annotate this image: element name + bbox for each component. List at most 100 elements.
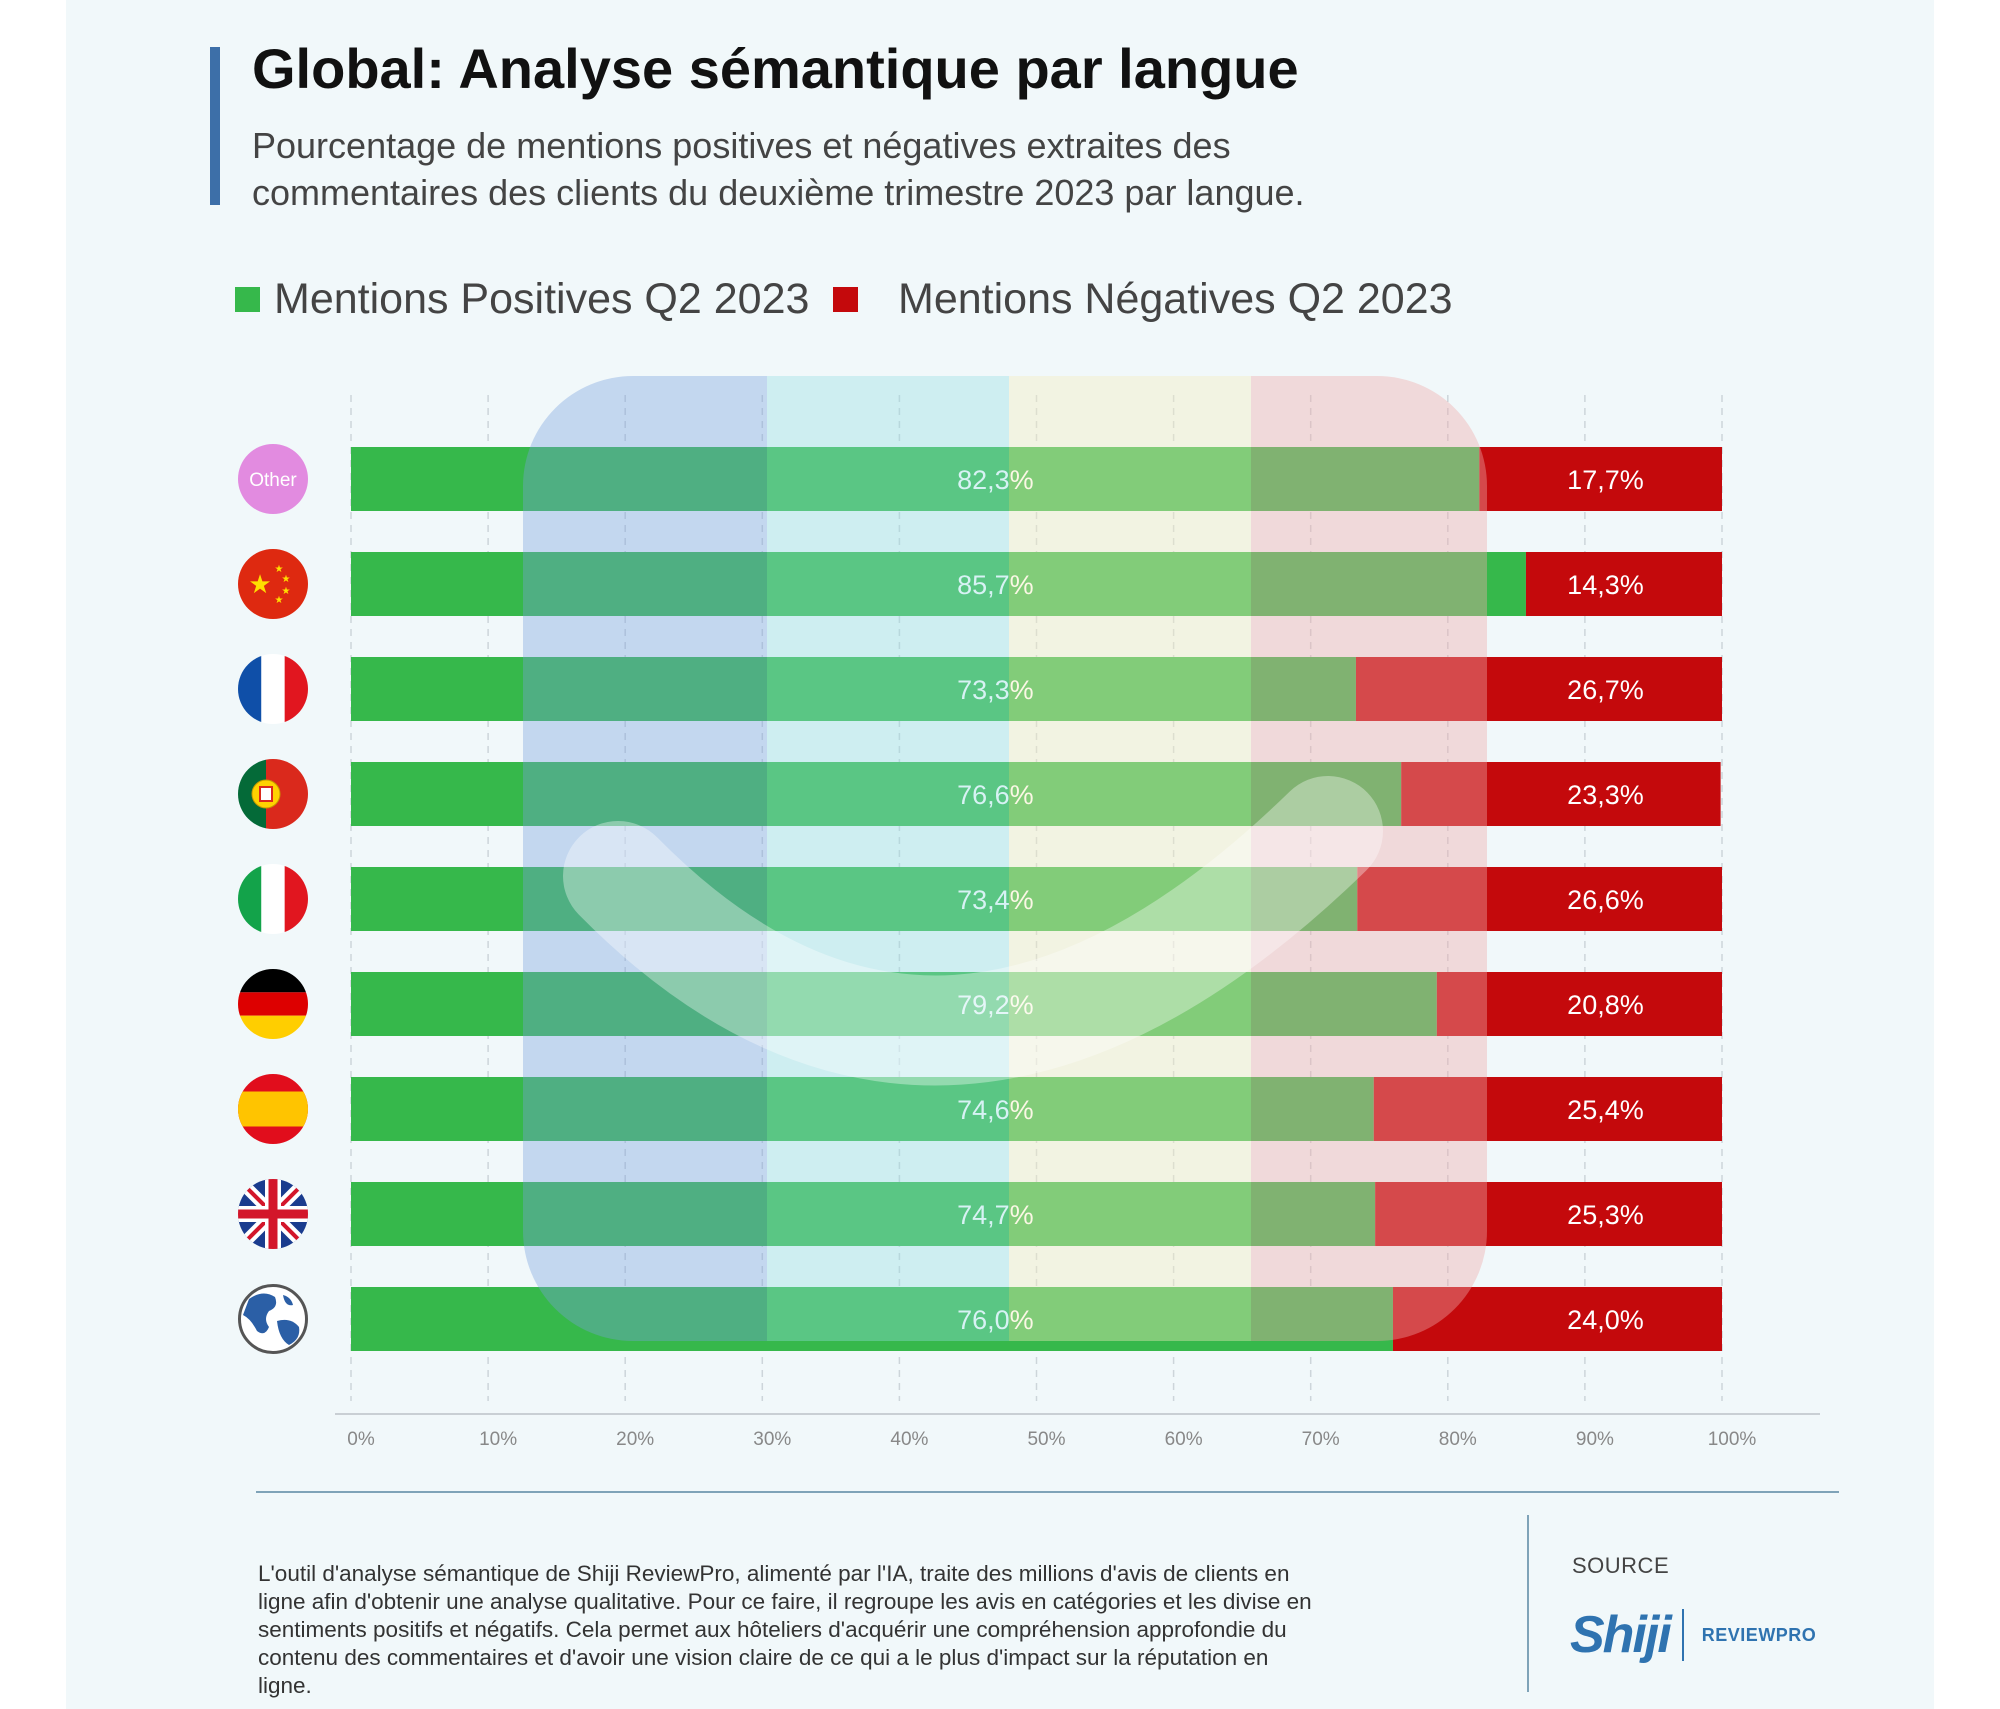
- x-tick-label: 40%: [890, 1429, 928, 1450]
- logo-sub-text: REVIEWPRO: [1701, 1624, 1817, 1645]
- category-icons-group: Other★ ★★★★: [238, 444, 308, 1354]
- data-label-positive: 82,3%: [957, 465, 1034, 495]
- footer-description: L'outil d'analyse sémantique de Shiji Re…: [258, 1561, 1312, 1698]
- flag-cross-red: [238, 1209, 308, 1219]
- bar-negative-global: [1392, 1287, 1722, 1351]
- data-label-negative: 24,0%: [1567, 1305, 1644, 1335]
- bar-positive-other: [351, 447, 1480, 511]
- data-label-negative: 14,3%: [1567, 570, 1644, 600]
- germany-flag-icon: [238, 969, 308, 1039]
- flag-star-small: ★: [282, 574, 291, 585]
- globe-land: [283, 1295, 293, 1306]
- globe-land: [243, 1293, 277, 1334]
- x-tick-label: 90%: [1576, 1429, 1614, 1450]
- bar-positive-anglais: [351, 1182, 1376, 1246]
- data-label-negative: 17,7%: [1567, 465, 1644, 495]
- badge-fill: [238, 444, 308, 514]
- icon-body: [238, 654, 308, 724]
- legend-swatch-positive: [235, 287, 260, 312]
- icon-body: [238, 969, 308, 1039]
- icon-body: [238, 1179, 308, 1249]
- icon-body: [238, 1074, 308, 1144]
- flag-red: [238, 992, 308, 1016]
- data-label-positive: 73,4%: [957, 885, 1034, 915]
- bar-negative-espagnol: [1373, 1077, 1722, 1141]
- china-flag-icon: ★ ★★★★: [238, 549, 308, 619]
- flag-red: [238, 549, 308, 619]
- icon-body: ★ ★★★★: [238, 549, 308, 619]
- flag-white: [261, 654, 285, 724]
- bar-negative-allemand: [1436, 972, 1722, 1036]
- bar-positive-allemand: [351, 972, 1437, 1036]
- page-subtitle: Pourcentage de mentions positives et nég…: [252, 125, 1305, 213]
- bar-negative-français: [1355, 657, 1722, 721]
- x-tick-label: 10%: [479, 1429, 517, 1450]
- x-tick-label: 0%: [347, 1429, 375, 1450]
- shiji-reviewpro-logo[interactable]: Shiji REVIEWPRO: [1570, 1605, 1816, 1665]
- x-tick-label: 80%: [1439, 1429, 1477, 1450]
- flag-star-big: ★: [248, 569, 271, 599]
- flag-blue: [238, 654, 262, 724]
- x-tick-label: 70%: [1302, 1429, 1340, 1450]
- flag-star-small: ★: [275, 564, 284, 575]
- portugal-flag-icon: [238, 759, 308, 829]
- x-tick-label: 100%: [1708, 1429, 1757, 1450]
- infographic-card: [66, 0, 1934, 1709]
- flag-red: [284, 654, 308, 724]
- title-accent-bar: [210, 47, 220, 205]
- x-tick-label: 60%: [1165, 1429, 1203, 1450]
- other-badge-label: Other: [249, 470, 297, 491]
- uk-flag-icon: [238, 1179, 308, 1249]
- flag-emblem-shield: [259, 786, 273, 802]
- footer-vertical-divider: [1527, 1515, 1529, 1692]
- logo-separator: [1681, 1609, 1684, 1661]
- x-tick-label: 50%: [1027, 1429, 1065, 1450]
- data-label-negative: 25,3%: [1567, 1200, 1644, 1230]
- data-label-negative: 25,4%: [1567, 1095, 1644, 1125]
- source-label: SOURCE: [1572, 1553, 1670, 1578]
- bar-positive-global: [351, 1287, 1393, 1351]
- legend-label-negative: Mentions Négatives Q2 2023: [898, 275, 1453, 323]
- x-axis-ticks: 0% 10% 20% 30% 40% 50% 60% 70% 80% 90% 100%: [347, 1429, 1756, 1450]
- logo-main-text: Shiji: [1570, 1606, 1672, 1664]
- flag-red: [284, 864, 308, 934]
- italy-flag-icon: [238, 864, 308, 934]
- france-flag-icon: [238, 654, 308, 724]
- data-label-positive: 74,6%: [957, 1095, 1034, 1125]
- bar-negative-other: [1479, 447, 1722, 511]
- other-badge: Other: [238, 444, 308, 514]
- bar-positive-espagnol: [351, 1077, 1374, 1141]
- data-label-positive: 73,3%: [957, 675, 1034, 705]
- data-label-negative: 23,3%: [1567, 780, 1644, 810]
- bar-positive-français: [351, 657, 1356, 721]
- bar-negative-portugais: [1401, 762, 1721, 826]
- x-tick-label: 20%: [616, 1429, 654, 1450]
- footer-divider: [256, 1491, 1839, 1493]
- data-labels-group: 82,3% 17,7% 85,7% 14,3% 73,3% 26,7% 76,6% 23,3%…: [957, 465, 1644, 1335]
- flag-yellow: [238, 1091, 308, 1127]
- icon-body: [238, 444, 308, 514]
- flag-black: [238, 969, 308, 993]
- bar-positive-italien: [351, 867, 1358, 931]
- bar-negative-italien: [1357, 867, 1722, 931]
- flag-green: [238, 864, 262, 934]
- x-tick-label: 30%: [753, 1429, 791, 1450]
- spain-flag-icon: [238, 1074, 308, 1144]
- icon-body: [238, 864, 308, 934]
- bar-negative-anglais: [1375, 1182, 1722, 1246]
- flag-star-small: ★: [275, 595, 284, 606]
- page-title: Global: Analyse sémantique par langue: [252, 37, 1299, 100]
- legend-swatch-negative: [833, 287, 858, 312]
- flag-gold: [238, 1015, 308, 1039]
- legend-item-positive: Mentions Positives Q2 2023: [235, 275, 809, 324]
- icon-body: [238, 759, 308, 829]
- data-label-positive: 76,0%: [957, 1305, 1034, 1335]
- data-label-positive: 76,6%: [957, 780, 1034, 810]
- flag-star-small: ★: [282, 586, 291, 597]
- globe-outline: [238, 1284, 308, 1354]
- legend-label-positive: Mentions Positives Q2 2023: [274, 275, 810, 323]
- bar-positive-portugais: [351, 762, 1402, 826]
- globe-land: [277, 1319, 300, 1345]
- bar-negative-chinois: [1525, 552, 1722, 616]
